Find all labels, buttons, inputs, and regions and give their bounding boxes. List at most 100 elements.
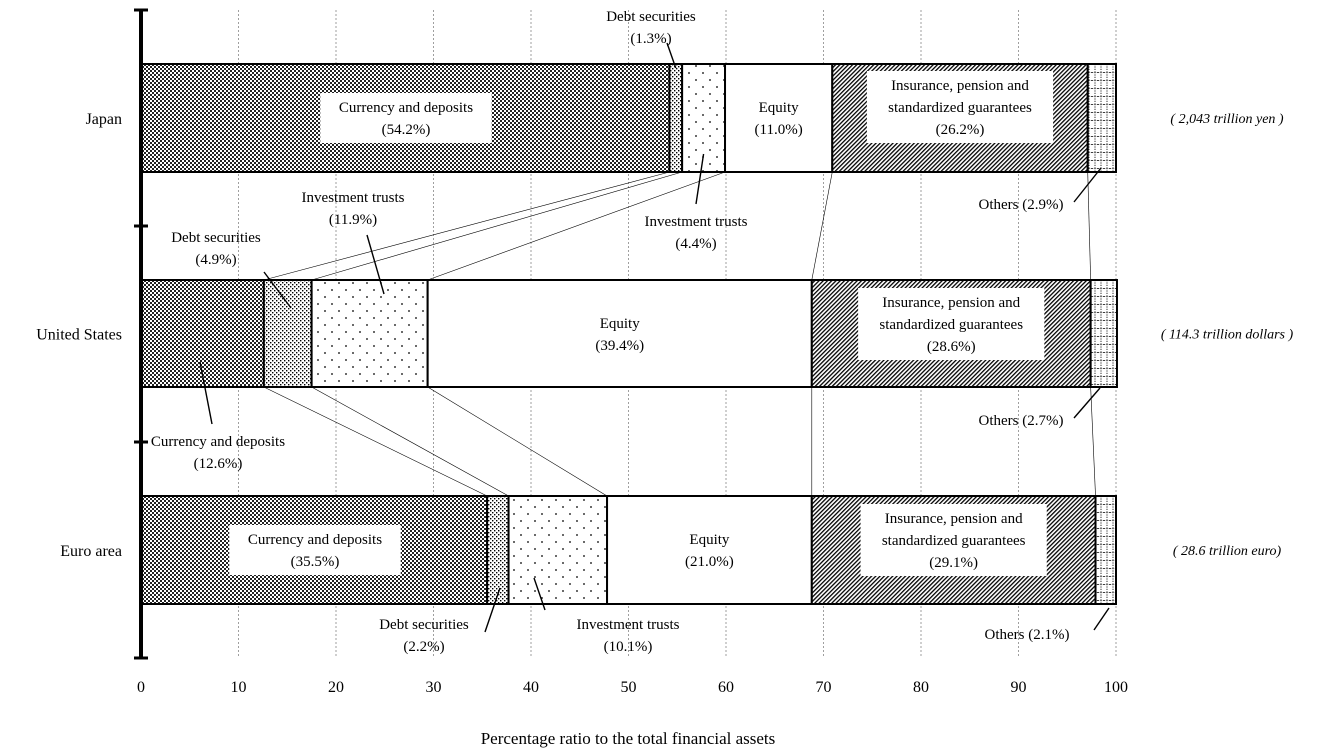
- label-box: [320, 93, 492, 143]
- leader-line: [533, 577, 546, 611]
- bar-united-states-debt: [262, 279, 313, 388]
- label-line: (12.6%): [194, 456, 243, 472]
- label-euro-debt: Debt securities (2.2%): [379, 617, 469, 655]
- label-line: Insurance, pension and: [891, 78, 1029, 94]
- label-box: [858, 288, 1045, 360]
- label-box: [866, 71, 1054, 143]
- label-line: Equity: [759, 100, 799, 116]
- x-tick-label: 0: [137, 679, 145, 696]
- bar-japan-debt: [668, 63, 684, 173]
- label-line: (54.2%): [382, 122, 431, 138]
- x-tick-label: 90: [1011, 679, 1027, 696]
- label-line: (2.2%): [403, 639, 444, 655]
- bar-united-states-investment: [310, 279, 429, 388]
- connector-line: [263, 386, 488, 497]
- row-label: United States: [36, 327, 122, 344]
- x-tick-label: 60: [718, 679, 734, 696]
- label-line: Currency and deposits: [339, 100, 473, 116]
- label-japan-equity: Equity (11.0%): [744, 93, 813, 143]
- leader-line: [366, 234, 385, 295]
- leader-line: [263, 271, 292, 309]
- label-us-currency: Currency and deposits (12.6%): [151, 434, 285, 472]
- label-line: Investment trusts: [577, 617, 680, 633]
- x-tick-label: 20: [328, 679, 344, 696]
- label-line: (29.1%): [929, 555, 978, 571]
- label-line: Equity: [689, 532, 729, 548]
- label-japan-debt: Debt securities (1.3%): [606, 9, 696, 47]
- label-line: Debt securities: [379, 617, 469, 633]
- label-line: (4.4%): [675, 236, 716, 252]
- bar-euro-area-debt: [486, 495, 510, 605]
- total-label: ( 2,043 trillion yen ): [1170, 112, 1283, 127]
- bars: [140, 63, 1118, 605]
- label-euro-insurance: Insurance, pension and standardized guara…: [860, 504, 1047, 576]
- label-line: Currency and deposits: [248, 532, 382, 548]
- label-box: [675, 525, 744, 575]
- connector-line: [427, 171, 726, 281]
- x-tick-label: 100: [1104, 679, 1128, 696]
- label-japan-currency: Currency and deposits (54.2%): [320, 93, 492, 143]
- label-euro-currency: Currency and deposits (35.5%): [229, 525, 401, 575]
- x-tick-label: 80: [913, 679, 929, 696]
- label-box: [744, 93, 813, 143]
- label-line: (11.0%): [755, 122, 803, 138]
- label-us-insurance: Insurance, pension and standardized guara…: [858, 288, 1045, 360]
- label-box: [860, 504, 1047, 576]
- label-line: (28.6%): [927, 339, 976, 355]
- label-us-debt: Debt securities (4.9%): [171, 230, 261, 268]
- bar-united-states-currency: [140, 279, 265, 388]
- label-line: (21.0%): [685, 554, 734, 570]
- connector-line: [1087, 171, 1091, 281]
- x-tick-label: 10: [231, 679, 247, 696]
- label-euro-investment: Investment trusts (10.1%): [577, 617, 680, 655]
- label-box: [229, 525, 401, 575]
- label-line: standardized guarantees: [882, 533, 1026, 549]
- connector-line: [263, 171, 670, 281]
- label-us-others: Others (2.7%): [979, 413, 1064, 429]
- label-line: (10.1%): [604, 639, 653, 655]
- connector-line: [427, 386, 608, 497]
- label-line: (35.5%): [291, 554, 340, 570]
- connector-lines: [263, 171, 1096, 497]
- connector-line: [311, 386, 509, 497]
- label-japan-insurance: Insurance, pension and standardized guara…: [866, 71, 1054, 143]
- label-line: Insurance, pension and: [882, 295, 1020, 311]
- total-label: ( 28.6 trillion euro): [1173, 544, 1282, 559]
- row-label: Japan: [86, 111, 122, 128]
- axes: 0 10 20 30 40 50 60 70 80 90 100 Percentage ratio t…: [134, 8, 1128, 748]
- bar-euro-area-others: [1094, 495, 1118, 605]
- leader-line: [1073, 387, 1101, 419]
- label-japan-others: Others (2.9%): [979, 197, 1064, 213]
- leader-line: [199, 361, 213, 425]
- label-box: [585, 309, 654, 359]
- bar-united-states-others: [1089, 279, 1118, 388]
- leader-line: [1093, 607, 1110, 631]
- label-line: (11.9%): [329, 212, 377, 228]
- label-us-investment: Investment trusts (11.9%): [302, 190, 405, 228]
- label-line: Debt securities: [606, 9, 696, 25]
- bar-euro-area-investment: [507, 495, 609, 605]
- label-euro-equity: Equity (21.0%): [675, 525, 744, 575]
- label-line: Debt securities: [171, 230, 261, 246]
- label-line: standardized guarantees: [888, 100, 1032, 116]
- x-tick-label: 30: [426, 679, 442, 696]
- label-line: Investment trusts: [645, 214, 748, 230]
- connector-line: [1090, 386, 1096, 497]
- x-tick-label: 70: [816, 679, 832, 696]
- label-euro-others: Others (2.1%): [985, 627, 1070, 643]
- x-tick-label: 40: [523, 679, 539, 696]
- label-line: (26.2%): [936, 122, 985, 138]
- label-line: (4.9%): [195, 252, 236, 268]
- leader-line: [666, 42, 677, 69]
- x-tick-label: 50: [621, 679, 637, 696]
- total-label: ( 114.3 trillion dollars ): [1161, 328, 1294, 343]
- label-line: Insurance, pension and: [885, 511, 1023, 527]
- label-line: standardized guarantees: [879, 317, 1023, 333]
- label-line: Others (2.7%): [979, 413, 1064, 429]
- leader-line: [695, 153, 705, 205]
- label-japan-investment: Investment trusts (4.4%): [645, 214, 748, 252]
- segment-labels: Japan ( 2,043 trillion yen ) United States…: [36, 9, 1293, 655]
- label-line: Investment trusts: [302, 190, 405, 206]
- label-us-equity: Equity (39.4%): [585, 309, 654, 359]
